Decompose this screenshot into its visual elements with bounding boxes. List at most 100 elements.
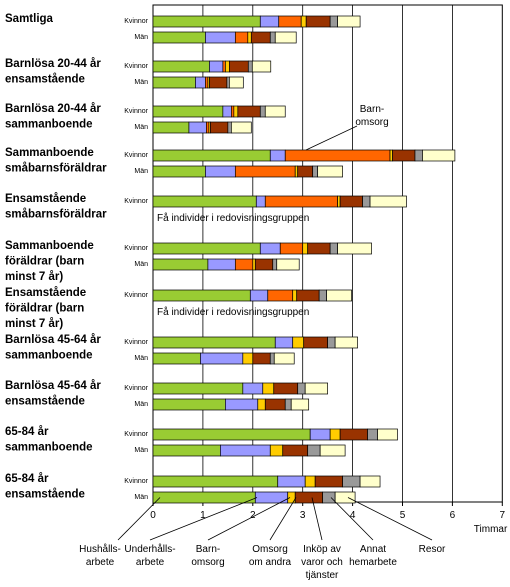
annotation-leader <box>305 125 358 151</box>
bar-segment-0-0-3 <box>300 15 307 28</box>
bar-segment-3-1-3 <box>294 165 299 178</box>
bar-segment-0-0-2 <box>278 15 302 28</box>
bar-segment-1-0-1 <box>209 60 224 73</box>
bar-segment-1-1-2 <box>205 76 209 89</box>
bar-segment-5-0-0 <box>152 242 261 255</box>
bar-segment-0-1-2 <box>234 31 249 44</box>
bar-segment-5-0-6 <box>337 242 372 255</box>
bar-segment-2-1-6 <box>230 121 252 134</box>
bar-segment-0-1-3 <box>247 31 252 44</box>
bar-segment-1-0-4 <box>228 60 249 73</box>
sex-label-8-1: Män <box>134 401 148 408</box>
bar-segment-3-1-4 <box>297 165 314 178</box>
sex-label-1-1: Män <box>134 79 148 86</box>
bar-segment-8-1-4 <box>264 398 286 411</box>
sex-label-9-0: Kvinnor <box>124 431 148 438</box>
bar-segment-8-0-5 <box>297 382 306 395</box>
bar-segment-0-1-5 <box>269 31 276 44</box>
bar-segment-9-1-6 <box>319 444 346 457</box>
bar-segment-1-1-6 <box>228 76 244 89</box>
legend-leader-4 <box>311 497 323 541</box>
bar-segment-6-0-0 <box>152 289 251 302</box>
tick-label-6: 6 <box>450 510 456 521</box>
bar-segment-10-0-6 <box>359 475 381 488</box>
bar-segment-0-0-4 <box>305 15 331 28</box>
bar-segment-10-0-4 <box>314 475 343 488</box>
bar-segment-1-0-5 <box>247 60 253 73</box>
group-note-6: Få individer i redovisningsgruppen <box>157 306 309 318</box>
legend-label-0: Hushålls-arbete <box>79 543 121 568</box>
bar-segment-3-1-1 <box>205 165 236 178</box>
bar-segment-5-1-1 <box>207 258 236 271</box>
bar-segment-1-1-1 <box>195 76 206 89</box>
bar-segment-1-1-0 <box>152 76 196 89</box>
group-label-1: Barnlösa 20-44 år ensamstående <box>5 58 101 86</box>
bar-segment-9-0-3 <box>329 428 341 441</box>
bar-segment-5-0-2 <box>279 242 304 255</box>
sex-label-3-1: Män <box>134 168 148 175</box>
bar-segment-5-0-1 <box>259 242 281 255</box>
sex-label-10-0: Kvinnor <box>124 478 148 485</box>
sex-label-6-0: Kvinnor <box>124 292 148 299</box>
bar-segment-2-0-3 <box>233 105 239 118</box>
sex-label-4-0: Kvinnor <box>124 198 148 205</box>
bar-segment-5-1-4 <box>254 258 274 271</box>
bar-segment-3-0-5 <box>414 149 423 162</box>
bar-segment-5-1-0 <box>152 258 209 271</box>
sex-label-7-1: Män <box>134 355 148 362</box>
bar-segment-7-0-1 <box>274 336 294 349</box>
bar-segment-5-0-3 <box>302 242 309 255</box>
bar-segment-4-0-6 <box>369 195 407 208</box>
tick-label-5: 5 <box>400 510 406 521</box>
bar-segment-1-0-3 <box>225 60 230 73</box>
bar-segment-4-0-2 <box>264 195 338 208</box>
x-axis-label: Timmar <box>474 524 508 535</box>
bar-segment-2-0-2 <box>230 105 235 118</box>
bar-segment-3-1-2 <box>234 165 296 178</box>
group-label-4: Ensamstående småbarnsföräldrar <box>5 193 107 221</box>
bar-segment-10-1-5 <box>322 491 336 504</box>
sex-label-5-1: Män <box>134 261 148 268</box>
bar-segment-2-1-5 <box>227 121 232 134</box>
bar-segment-0-1-0 <box>152 31 206 44</box>
bar-segment-6-0-2 <box>267 289 294 302</box>
bar-segment-3-0-2 <box>284 149 391 162</box>
bar-segment-7-0-0 <box>152 336 276 349</box>
bar-segment-3-0-6 <box>422 149 456 162</box>
bar-segment-5-1-3 <box>252 258 256 271</box>
bar-segment-7-1-0 <box>152 352 201 365</box>
group-note-4: Få individer i redovisningsgruppen <box>157 212 309 224</box>
bar-segment-4-0-5 <box>362 195 371 208</box>
legend-leader-6 <box>347 497 433 541</box>
bar-segment-5-0-4 <box>307 242 331 255</box>
sex-label-7-0: Kvinnor <box>124 339 148 346</box>
bar-segment-1-0-6 <box>251 60 272 73</box>
bar-segment-3-0-3 <box>389 149 393 162</box>
bar-segment-8-0-6 <box>304 382 329 395</box>
bar-segment-2-0-4 <box>237 105 261 118</box>
bar-segment-5-1-5 <box>272 258 278 271</box>
bar-segment-1-0-2 <box>222 60 226 73</box>
bar-segment-1-1-5 <box>226 76 230 89</box>
bar-segment-4-0-3 <box>337 195 341 208</box>
bar-segment-4-0-1 <box>255 195 266 208</box>
bar-segment-0-1-6 <box>274 31 297 44</box>
bar-segment-3-0-4 <box>392 149 416 162</box>
bar-segment-2-0-1 <box>222 105 232 118</box>
sex-label-2-1: Män <box>134 124 148 131</box>
legend-label-6: Resor <box>419 544 446 555</box>
bar-segment-2-0-6 <box>264 105 286 118</box>
group-label-0: Samtliga <box>5 13 54 25</box>
legend-label-1: Underhålls-arbete <box>124 543 175 568</box>
bar-segment-5-0-5 <box>329 242 338 255</box>
sex-label-9-1: Män <box>134 447 148 454</box>
bar-segment-9-1-3 <box>269 444 284 457</box>
bar-segment-7-1-5 <box>269 352 275 365</box>
legend-label-2: Barn-omsorg <box>191 544 224 568</box>
group-label-10: 65-84 år ensamstående <box>5 473 85 501</box>
bar-segment-3-1-5 <box>312 165 319 178</box>
bar-segment-3-1-6 <box>317 165 343 178</box>
bar-segment-7-0-3 <box>292 336 305 349</box>
bar-segment-3-1-0 <box>152 165 206 178</box>
sex-label-0-1: Män <box>134 34 148 41</box>
